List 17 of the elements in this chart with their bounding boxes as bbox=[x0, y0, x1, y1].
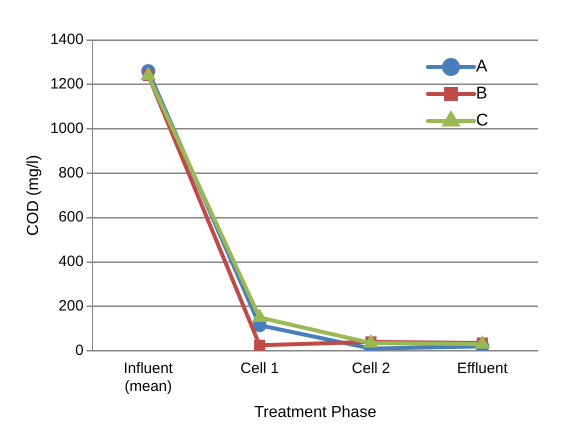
y-tick-label: 600 bbox=[58, 208, 84, 226]
x-tick-label: Effluent bbox=[457, 360, 508, 377]
legend-label: B bbox=[476, 84, 488, 103]
legend-label: A bbox=[476, 56, 488, 76]
y-tick-label: 800 bbox=[58, 164, 84, 182]
x-tick-label: Cell 2 bbox=[352, 360, 390, 377]
y-tick-label: 1000 bbox=[50, 120, 84, 137]
x-tick-label: Cell 1 bbox=[240, 360, 279, 377]
x-tick-label: Influent (mean) bbox=[124, 360, 174, 395]
y-tick-label: 200 bbox=[58, 298, 84, 315]
legend-label: C bbox=[476, 110, 488, 130]
y-tick-label: 1200 bbox=[50, 76, 84, 93]
y-tick-label: 400 bbox=[58, 253, 84, 270]
y-axis-title: COD (mg/l) bbox=[25, 154, 42, 236]
y-tick-label: 0 bbox=[75, 342, 84, 359]
y-tick-label: 1400 bbox=[50, 31, 84, 48]
x-axis-title: Treatment Phase bbox=[254, 404, 376, 421]
